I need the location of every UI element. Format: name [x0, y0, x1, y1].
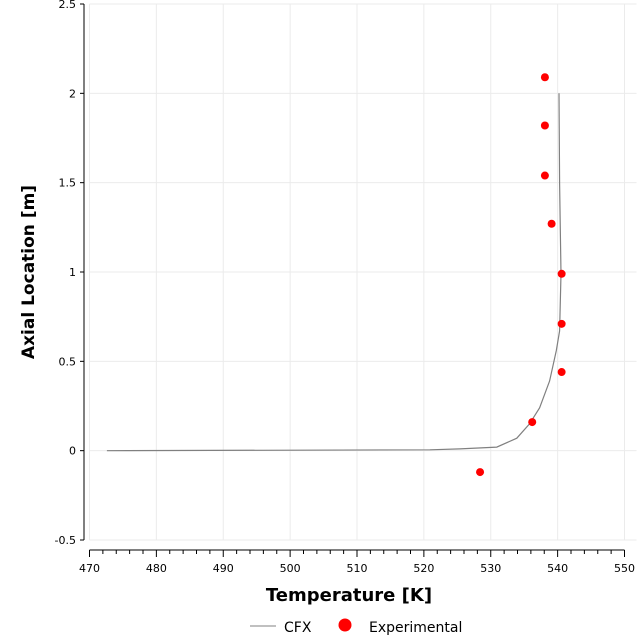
experimental-point	[540, 73, 549, 82]
experimental-point	[557, 319, 566, 328]
x-tick-label: 480	[146, 562, 167, 575]
x-tick-label: 490	[213, 562, 234, 575]
series	[106, 73, 566, 477]
y-tick-label: 0.5	[59, 355, 77, 368]
experimental-point	[557, 269, 566, 278]
y-tick-label: 1	[69, 266, 76, 279]
y-axis-label: Axial Location [m]	[19, 185, 39, 359]
grid	[89, 3, 637, 541]
experimental-point	[540, 171, 549, 180]
x-tick-label: 510	[347, 562, 368, 575]
legend-experimental-label: Experimental	[369, 620, 462, 636]
x-tick-label: 520	[413, 562, 434, 575]
x-tick-label: 530	[480, 562, 501, 575]
experimental-point	[547, 219, 556, 228]
y-tick-label: 2.5	[59, 0, 77, 11]
legend: CFX Experimental	[250, 618, 462, 636]
x-tick-label: 500	[280, 562, 301, 575]
experimental-point	[528, 418, 537, 427]
y-tick-label: -0.5	[55, 534, 76, 547]
x-tick-label: 550	[614, 562, 635, 575]
experimental-point	[476, 468, 485, 477]
y-tick-label: 0	[69, 445, 76, 458]
x-axis-label: Temperature [K]	[266, 585, 432, 606]
legend-cfx-label: CFX	[284, 620, 312, 636]
axes: -0.5 0 0.5 1 1.5 2 2.5 470 480 490 500 510 520 530 540…	[55, 0, 635, 575]
experimental-point	[540, 121, 549, 130]
x-tick-label: 470	[79, 562, 100, 575]
x-tick-label: 540	[547, 562, 568, 575]
legend-experimental-swatch	[338, 618, 352, 632]
y-tick-label: 2	[69, 87, 76, 100]
y-tick-label: 1.5	[59, 177, 77, 190]
experimental-point	[557, 368, 566, 377]
